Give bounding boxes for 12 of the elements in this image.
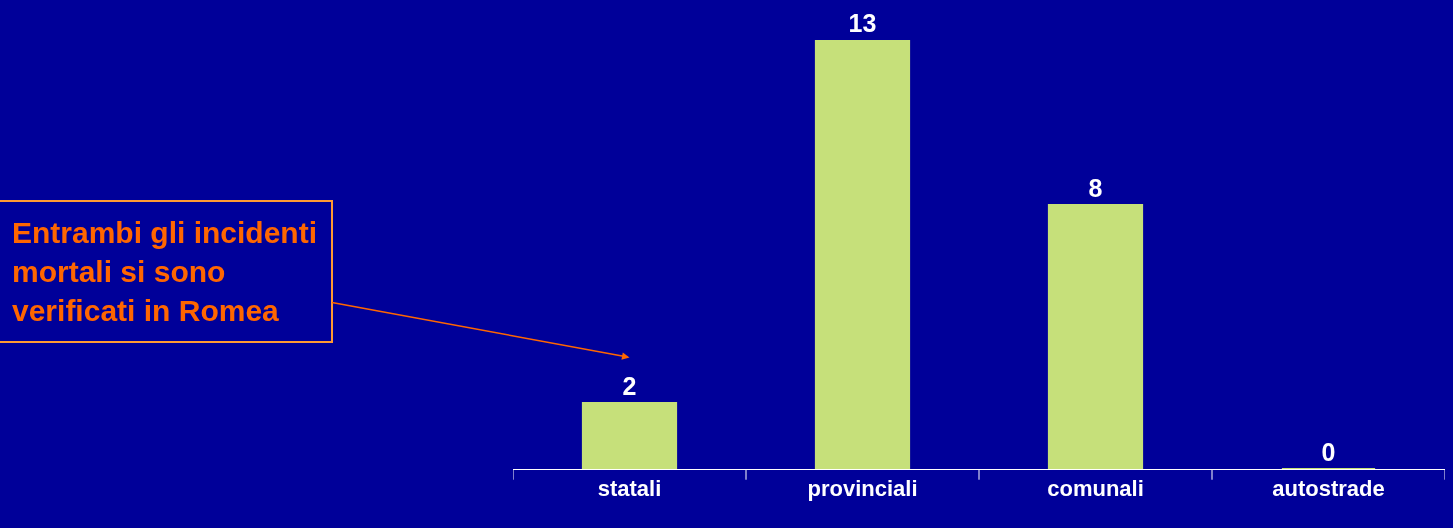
x-tick-label: provinciali [807, 476, 918, 502]
bar [1047, 204, 1144, 469]
bar [814, 40, 911, 469]
x-tick-label: statali [597, 476, 662, 502]
x-tick-label: autostrade [1272, 476, 1385, 502]
text: Entrambi gli incidenti mortali si sono verificati in Romea [12, 216, 318, 327]
data-label: 8 [1088, 174, 1103, 202]
data-label: 2 [622, 372, 637, 400]
x-tick-label: comunali [1047, 476, 1144, 502]
data-label: 13 [848, 9, 877, 37]
bar [581, 402, 678, 469]
data-label: 0 [1321, 438, 1336, 466]
